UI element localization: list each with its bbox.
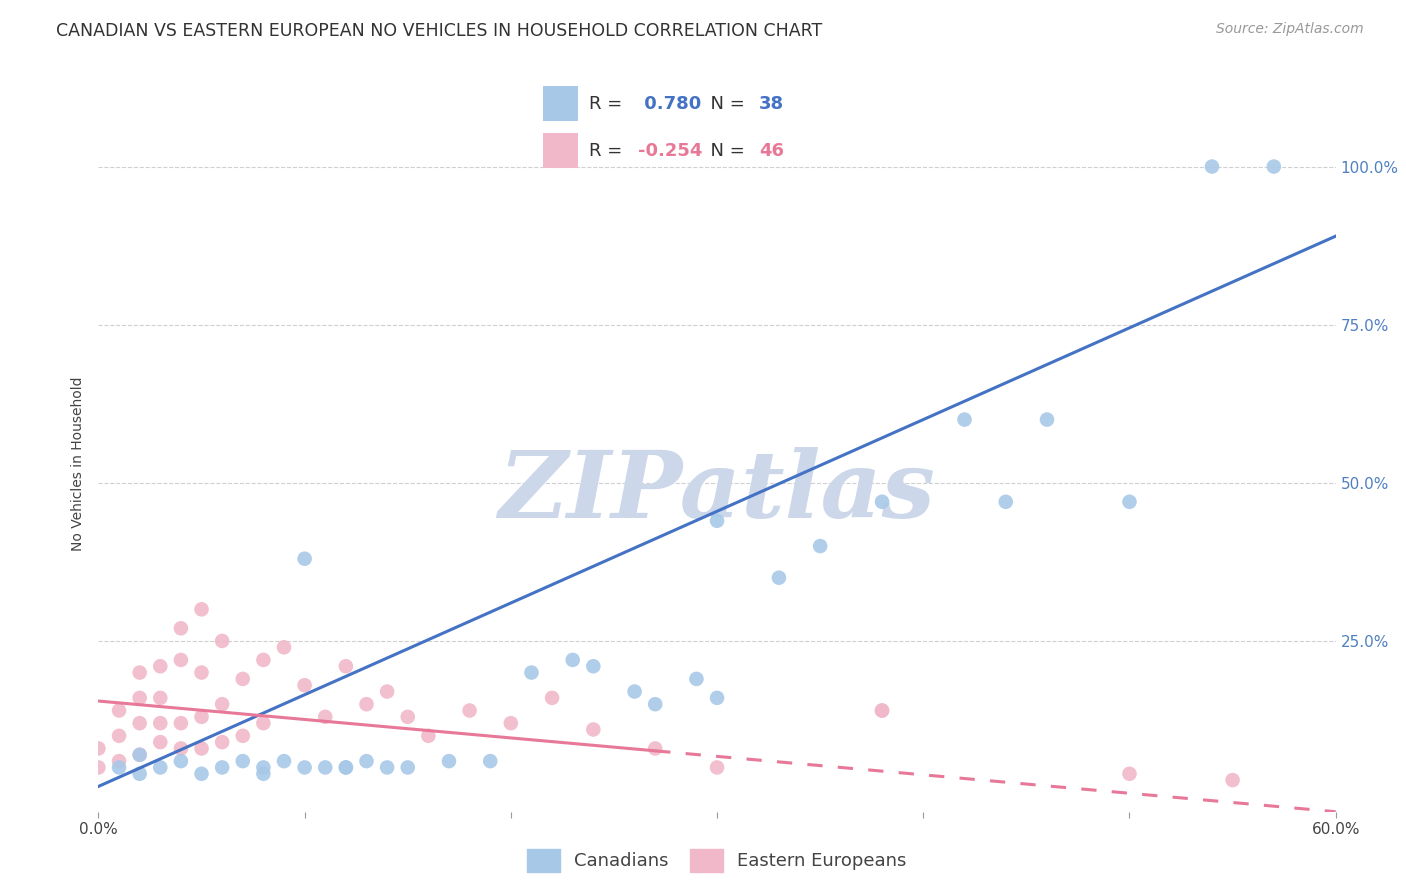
Point xyxy=(149,716,172,731)
Point xyxy=(706,760,728,774)
Point xyxy=(87,760,110,774)
Point xyxy=(128,690,150,705)
Point xyxy=(252,760,274,774)
Point xyxy=(335,659,357,673)
Point xyxy=(356,754,378,768)
Point xyxy=(1222,773,1244,788)
Point xyxy=(294,551,316,566)
Point xyxy=(190,665,212,680)
Point xyxy=(953,412,976,426)
Point xyxy=(273,640,295,655)
Point xyxy=(211,634,233,648)
Point xyxy=(273,754,295,768)
Point xyxy=(128,665,150,680)
Point xyxy=(190,710,212,724)
Point xyxy=(170,754,193,768)
Text: 0.780: 0.780 xyxy=(638,95,702,112)
Point xyxy=(108,754,131,768)
Point xyxy=(294,760,316,774)
Point xyxy=(1118,766,1140,780)
Point xyxy=(170,621,193,635)
Text: 38: 38 xyxy=(759,95,785,112)
Point xyxy=(108,760,131,774)
Point xyxy=(561,653,583,667)
Text: -0.254: -0.254 xyxy=(638,142,703,160)
Point xyxy=(128,747,150,762)
Point xyxy=(190,741,212,756)
Point xyxy=(87,741,110,756)
Point xyxy=(294,678,316,692)
Text: N =: N = xyxy=(699,95,751,112)
FancyBboxPatch shape xyxy=(543,133,578,168)
Point xyxy=(541,690,564,705)
Point xyxy=(252,766,274,780)
Point xyxy=(1118,495,1140,509)
Point xyxy=(108,704,131,718)
Point xyxy=(582,723,605,737)
Point xyxy=(211,697,233,711)
Point xyxy=(396,760,419,774)
Point xyxy=(644,741,666,756)
Point xyxy=(149,760,172,774)
Point xyxy=(314,760,336,774)
Point xyxy=(335,760,357,774)
Point xyxy=(994,495,1017,509)
Point xyxy=(149,659,172,673)
Text: ZIPatlas: ZIPatlas xyxy=(499,447,935,537)
Point xyxy=(706,514,728,528)
Point xyxy=(375,760,398,774)
Y-axis label: No Vehicles in Household: No Vehicles in Household xyxy=(72,376,86,551)
Point xyxy=(252,653,274,667)
Text: 46: 46 xyxy=(759,142,785,160)
Point xyxy=(128,716,150,731)
Point xyxy=(623,684,645,698)
Point xyxy=(170,653,193,667)
Point xyxy=(644,697,666,711)
Point xyxy=(479,754,502,768)
Point xyxy=(396,710,419,724)
Point xyxy=(768,571,790,585)
Point xyxy=(149,690,172,705)
Point xyxy=(375,684,398,698)
Point xyxy=(335,760,357,774)
Point xyxy=(520,665,543,680)
Point xyxy=(1036,412,1059,426)
Point xyxy=(1263,160,1285,174)
Point xyxy=(190,766,212,780)
Point xyxy=(211,760,233,774)
FancyBboxPatch shape xyxy=(543,87,578,121)
Point xyxy=(685,672,707,686)
Point xyxy=(108,729,131,743)
Point xyxy=(170,741,193,756)
Text: Source: ZipAtlas.com: Source: ZipAtlas.com xyxy=(1216,22,1364,37)
Point xyxy=(437,754,460,768)
Point xyxy=(314,710,336,724)
Text: R =: R = xyxy=(589,95,628,112)
Point xyxy=(1201,160,1223,174)
Point xyxy=(870,495,893,509)
Legend: Canadians, Eastern Europeans: Canadians, Eastern Europeans xyxy=(520,841,914,880)
Point xyxy=(418,729,440,743)
Point xyxy=(128,766,150,780)
Text: CANADIAN VS EASTERN EUROPEAN NO VEHICLES IN HOUSEHOLD CORRELATION CHART: CANADIAN VS EASTERN EUROPEAN NO VEHICLES… xyxy=(56,22,823,40)
Text: N =: N = xyxy=(699,142,751,160)
Point xyxy=(870,704,893,718)
Point xyxy=(499,716,522,731)
Point xyxy=(870,704,893,718)
Point xyxy=(706,690,728,705)
Point xyxy=(211,735,233,749)
Point xyxy=(232,754,254,768)
Point xyxy=(582,659,605,673)
Point xyxy=(232,729,254,743)
Point xyxy=(190,602,212,616)
Point xyxy=(252,716,274,731)
Point xyxy=(356,697,378,711)
Point xyxy=(149,735,172,749)
Point xyxy=(458,704,481,718)
Point xyxy=(808,539,831,553)
Text: R =: R = xyxy=(589,142,628,160)
Point xyxy=(232,672,254,686)
Point xyxy=(170,716,193,731)
Point xyxy=(128,747,150,762)
